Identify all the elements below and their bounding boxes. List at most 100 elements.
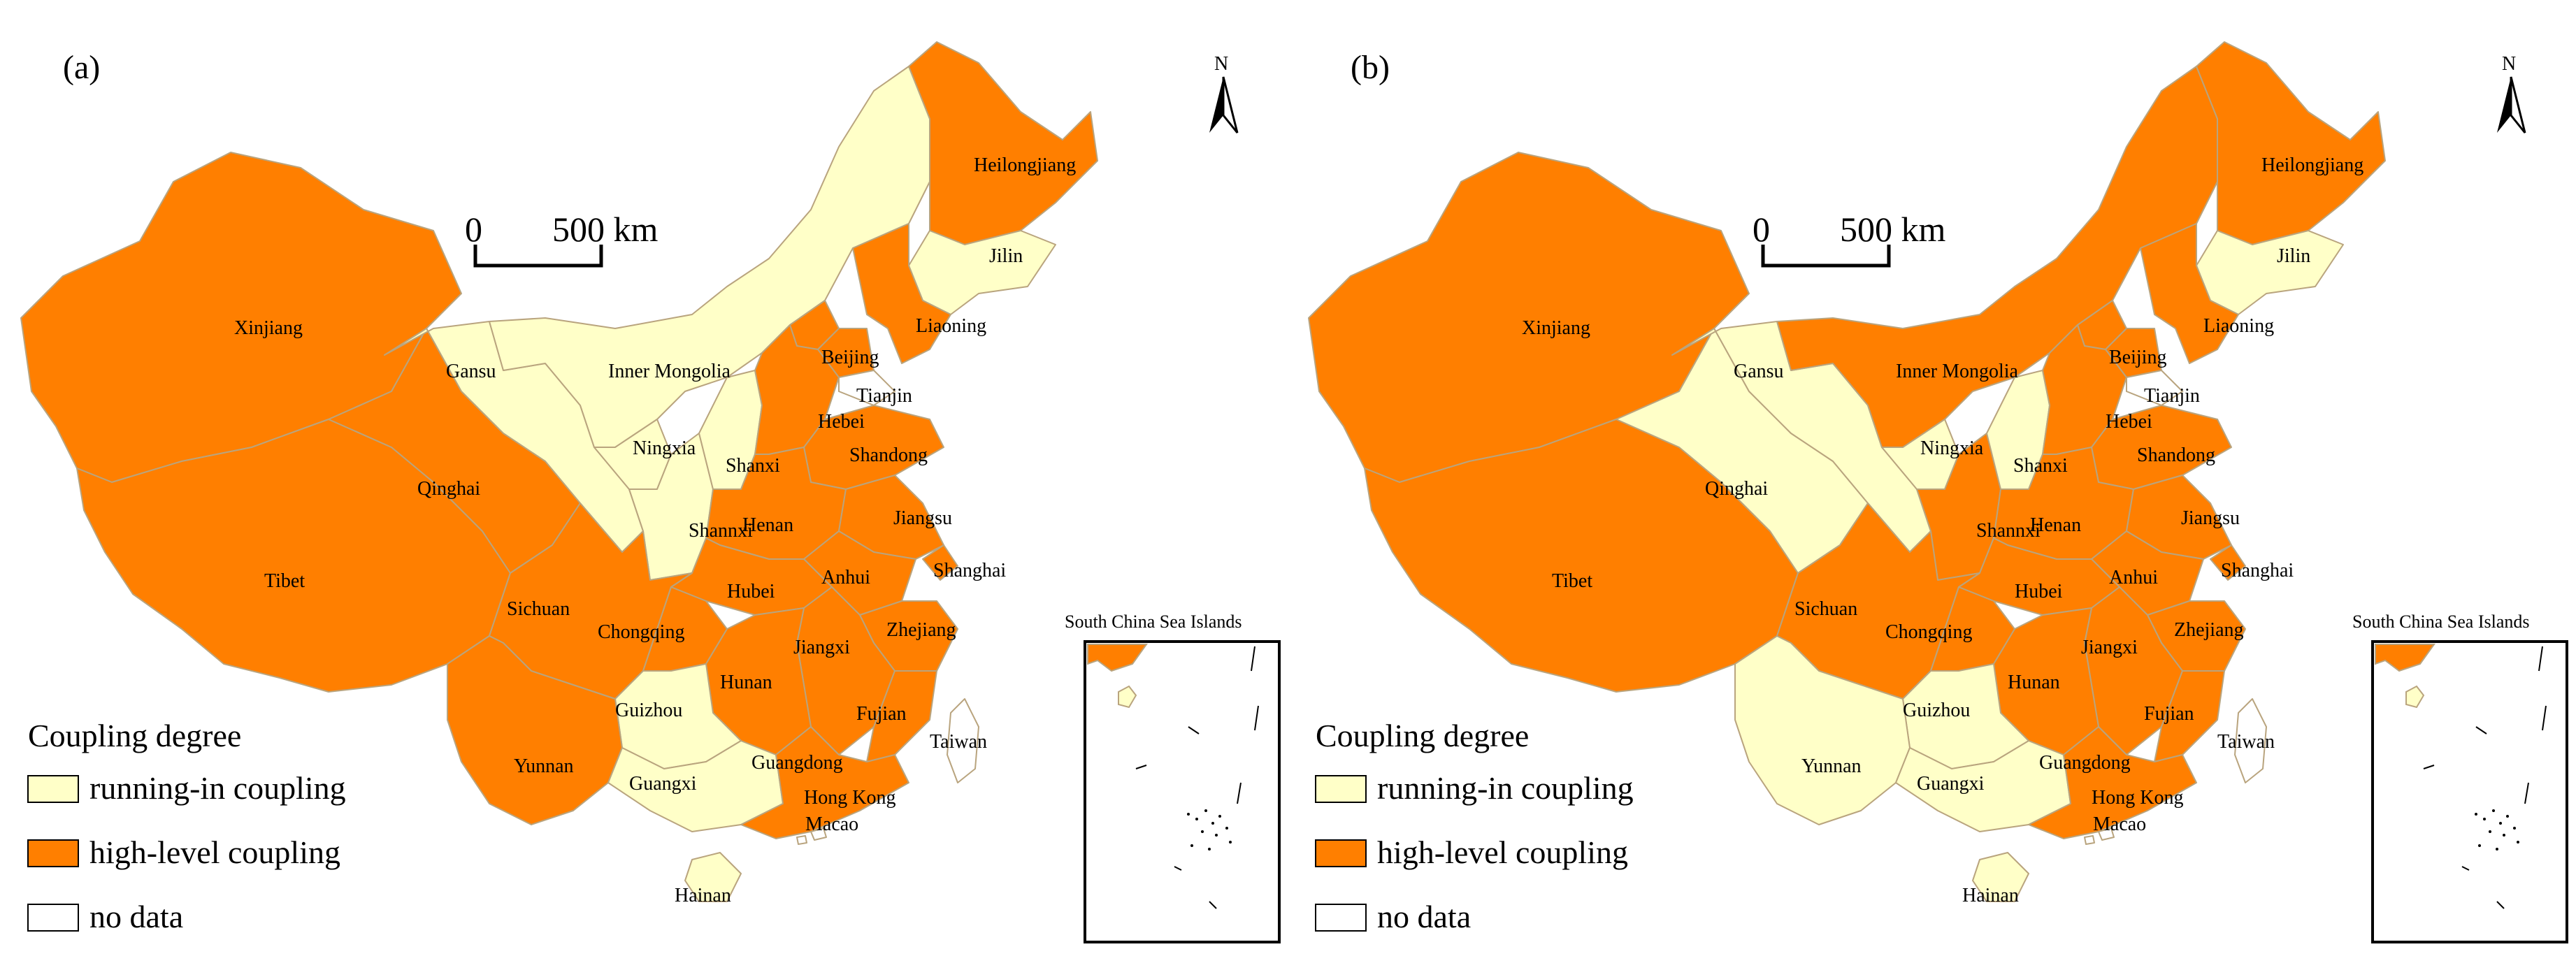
legend-title: Coupling degree <box>1316 718 1529 753</box>
label-hong-kong: Hong Kong <box>2092 787 2183 809</box>
label-yunnan: Yunnan <box>1801 755 1862 777</box>
legend-label-no-data: no data <box>1377 899 1471 934</box>
label-hubei: Hubei <box>727 581 775 602</box>
legend: Coupling degree running-in coupling high-l… <box>27 718 346 934</box>
label-ningxia: Ningxia <box>1920 437 1984 459</box>
label-hubei: Hubei <box>2015 581 2063 602</box>
province-shanghai <box>2210 544 2246 581</box>
label-jiangsu: Jiangsu <box>893 507 952 529</box>
label-macao: Macao <box>805 813 858 835</box>
legend-swatch-no-data <box>1315 904 1367 932</box>
map-panel-b: Xinjiang Tibet Qinghai Gansu Inner Mongolia N… <box>1288 0 2575 977</box>
label-shannxi: Shannxi <box>1976 520 2041 542</box>
label-shandong: Shandong <box>849 444 928 466</box>
province-jilin <box>908 230 1056 315</box>
legend-label-running-in-coupling: running-in coupling <box>1377 770 1634 806</box>
label-tibet: Tibet <box>264 570 305 592</box>
label-beijing: Beijing <box>821 347 879 368</box>
label-heilongjiang: Heilongjiang <box>2261 154 2363 176</box>
scale-bar-end: 500 km <box>552 210 659 249</box>
province-hebei <box>2042 324 2127 455</box>
legend-swatch-high-level-coupling <box>1315 839 1367 867</box>
label-tibet: Tibet <box>1552 570 1592 592</box>
province-hainan <box>1972 852 2029 902</box>
legend-swatch-running-in-coupling <box>1315 775 1367 803</box>
label-beijing: Beijing <box>2109 347 2166 368</box>
legend-title: Coupling degree <box>28 718 241 753</box>
province-macao <box>796 835 807 845</box>
scale-bar: 0 500 km <box>1753 210 1946 268</box>
inset-title: South China Sea Islands <box>1065 611 1242 632</box>
label-inner-mongolia: Inner Mongolia <box>1896 361 2019 382</box>
label-qinghai: Qinghai <box>1705 478 1768 500</box>
label-guangdong: Guangdong <box>2039 752 2131 774</box>
label-anhui: Anhui <box>821 567 870 588</box>
province-hong-kong <box>810 827 827 841</box>
province-hainan <box>684 852 742 902</box>
label-shanxi: Shanxi <box>2013 455 2068 477</box>
label-hebei: Hebei <box>2106 411 2152 433</box>
scale-bar-end: 500 km <box>1840 210 1946 249</box>
label-chongqing: Chongqing <box>598 621 684 643</box>
bohai-sea <box>838 369 896 407</box>
north-arrow-icon: N <box>2497 53 2526 133</box>
panel-label: (a) <box>63 49 100 86</box>
label-inner-mongolia: Inner Mongolia <box>608 361 731 382</box>
legend-label-no-data: no data <box>89 899 183 934</box>
label-sichuan: Sichuan <box>1794 598 1857 620</box>
label-liaoning: Liaoning <box>2203 315 2274 337</box>
province-hong-kong <box>2098 827 2115 841</box>
label-yunnan: Yunnan <box>514 755 574 777</box>
legend-label-high-level-coupling: high-level coupling <box>1377 834 1628 870</box>
label-heilongjiang: Heilongjiang <box>974 154 1076 176</box>
label-shandong: Shandong <box>2137 444 2215 466</box>
label-guangxi: Guangxi <box>1917 773 1985 795</box>
label-guizhou: Guizhou <box>1903 700 1970 721</box>
map-svg: Xinjiang Tibet Qinghai Gansu Inner Mongolia N… <box>20 41 1281 943</box>
label-xinjiang: Xinjiang <box>234 317 303 339</box>
label-shanghai: Shanghai <box>2221 560 2294 581</box>
label-shannxi: Shannxi <box>689 520 753 542</box>
label-fujian: Fujian <box>856 703 907 725</box>
label-hebei: Hebei <box>818 411 865 433</box>
label-henan: Henan <box>742 514 793 536</box>
label-ningxia: Ningxia <box>633 437 696 459</box>
province-shanghai <box>922 544 958 581</box>
label-tianjin: Tianjin <box>856 385 912 407</box>
legend-swatch-high-level-coupling <box>27 839 79 867</box>
province-hebei <box>754 324 840 455</box>
label-shanghai: Shanghai <box>933 560 1006 581</box>
province-jilin <box>2196 230 2344 315</box>
north-label: N <box>1214 53 1228 75</box>
label-gansu: Gansu <box>1734 361 1784 382</box>
province-taiwan <box>947 698 979 783</box>
label-hainan: Hainan <box>675 885 731 906</box>
scale-bar-start: 0 <box>1753 210 1770 249</box>
label-guizhou: Guizhou <box>615 700 682 721</box>
label-hunan: Hunan <box>720 672 772 693</box>
label-shanxi: Shanxi <box>726 455 780 477</box>
label-hainan: Hainan <box>1962 885 2019 906</box>
south-china-sea-inset: South China Sea Islands <box>1065 611 1281 943</box>
label-anhui: Anhui <box>2109 567 2158 588</box>
label-gansu: Gansu <box>446 361 496 382</box>
label-chongqing: Chongqing <box>1885 621 1972 643</box>
label-zhejiang: Zhejiang <box>2174 619 2244 641</box>
province-macao <box>2084 835 2095 845</box>
panel-label: (b) <box>1351 49 1390 86</box>
map-svg: Xinjiang Tibet Qinghai Gansu Inner Mongolia N… <box>1308 41 2568 943</box>
label-macao: Macao <box>2093 813 2146 835</box>
label-jilin: Jilin <box>989 245 1023 267</box>
label-guangxi: Guangxi <box>629 773 697 795</box>
label-xinjiang: Xinjiang <box>1522 317 1590 339</box>
label-taiwan: Taiwan <box>930 731 987 753</box>
province-liaoning <box>2140 223 2239 364</box>
map-panel-a: Xinjiang Tibet Qinghai Gansu Inner Mongolia N… <box>20 41 1281 943</box>
north-arrow-icon: N <box>1209 53 1239 133</box>
province-taiwan <box>2234 698 2267 783</box>
legend-swatch-running-in-coupling <box>27 775 79 803</box>
scale-bar-start: 0 <box>465 210 482 249</box>
label-jilin: Jilin <box>2277 245 2310 267</box>
label-liaoning: Liaoning <box>916 315 986 337</box>
label-jiangsu: Jiangsu <box>2181 507 2240 529</box>
